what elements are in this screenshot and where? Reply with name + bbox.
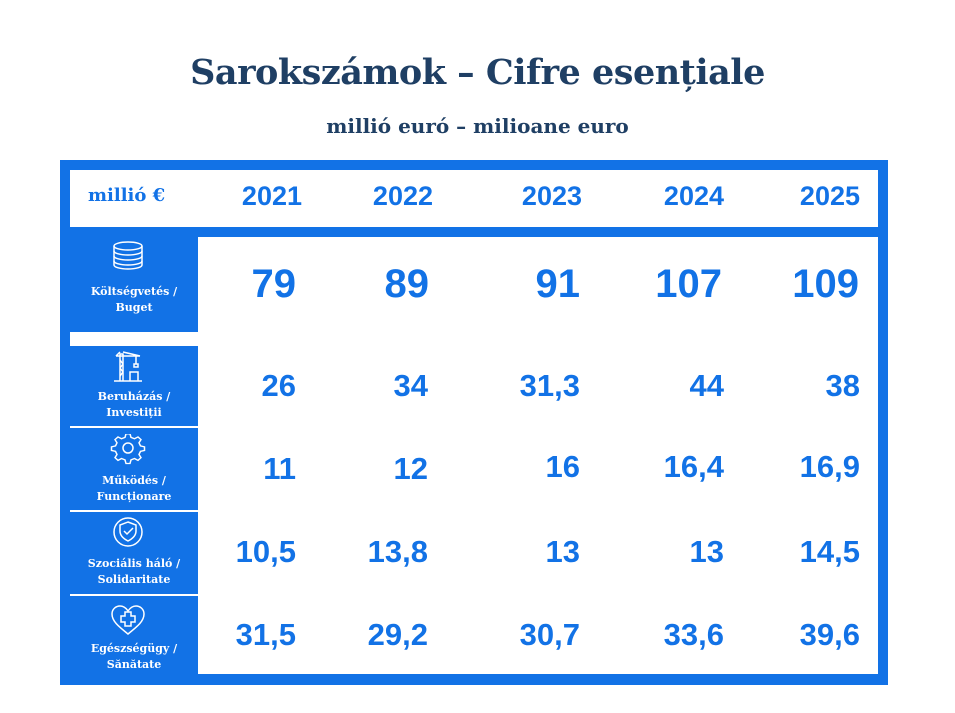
table-cell: 13,8 (367, 534, 428, 569)
year-header-2024: 2024 (663, 181, 724, 211)
year-header-2022: 2022 (372, 181, 433, 211)
category-label-investment: Beruházás / Investiții (97, 390, 171, 419)
table-cell: 33,6 (663, 617, 724, 652)
table-cell: 109 (792, 262, 859, 306)
table-cell: 39,6 (799, 617, 860, 652)
table-cell: 34 (393, 368, 428, 403)
gear-icon (110, 434, 146, 465)
table-cell: 11 (263, 451, 296, 486)
table-cell: 31,3 (519, 368, 580, 403)
table-cell: 13 (689, 534, 724, 569)
year-header-2023: 2023 (521, 181, 582, 211)
heart-plus-icon (111, 605, 145, 635)
table-cell: 91 (535, 262, 581, 306)
table-cell: 30,7 (519, 617, 580, 652)
table-cell: 29,2 (367, 617, 428, 652)
table-cell: 13 (545, 534, 580, 569)
table-cell: 16,4 (663, 449, 724, 484)
category-label-budget: Költségvetés / Buget (90, 285, 178, 314)
row-divider (70, 510, 198, 512)
table-cell: 16 (545, 449, 580, 484)
page-subtitle: millió euró – milioane euro (326, 114, 629, 138)
table-cell: 10,5 (235, 534, 296, 569)
table-cell: 31,5 (235, 617, 296, 652)
table-cell: 89 (384, 262, 430, 306)
row-divider (70, 426, 198, 428)
table-cell: 79 (251, 262, 297, 306)
table-cell: 14,5 (799, 534, 860, 569)
table-cell: 38 (825, 368, 860, 403)
table-cell: 12 (393, 451, 428, 486)
table-cell: 16,9 (799, 449, 860, 484)
coins-stack-icon (113, 241, 143, 270)
category-label-operation: Működés / Funcționare (96, 474, 172, 503)
table-body (198, 237, 878, 674)
page-title: Sarokszámok – Cifre esențiale (190, 52, 765, 93)
table-header (70, 170, 878, 227)
unit-label: millió € (88, 185, 166, 206)
row-divider (70, 594, 198, 596)
category-label-health: Egészségügy / Sănătate (90, 642, 178, 671)
table-cell: 44 (689, 368, 724, 403)
table-cell: 107 (655, 262, 722, 306)
year-header-2021: 2021 (241, 181, 302, 211)
shield-check-icon (113, 517, 143, 547)
table-cell: 26 (261, 368, 296, 403)
category-label-social: Szociális háló / Solidaritate (87, 557, 181, 586)
row-divider (70, 332, 198, 346)
crane-icon (114, 351, 142, 382)
year-header-2025: 2025 (799, 181, 860, 211)
